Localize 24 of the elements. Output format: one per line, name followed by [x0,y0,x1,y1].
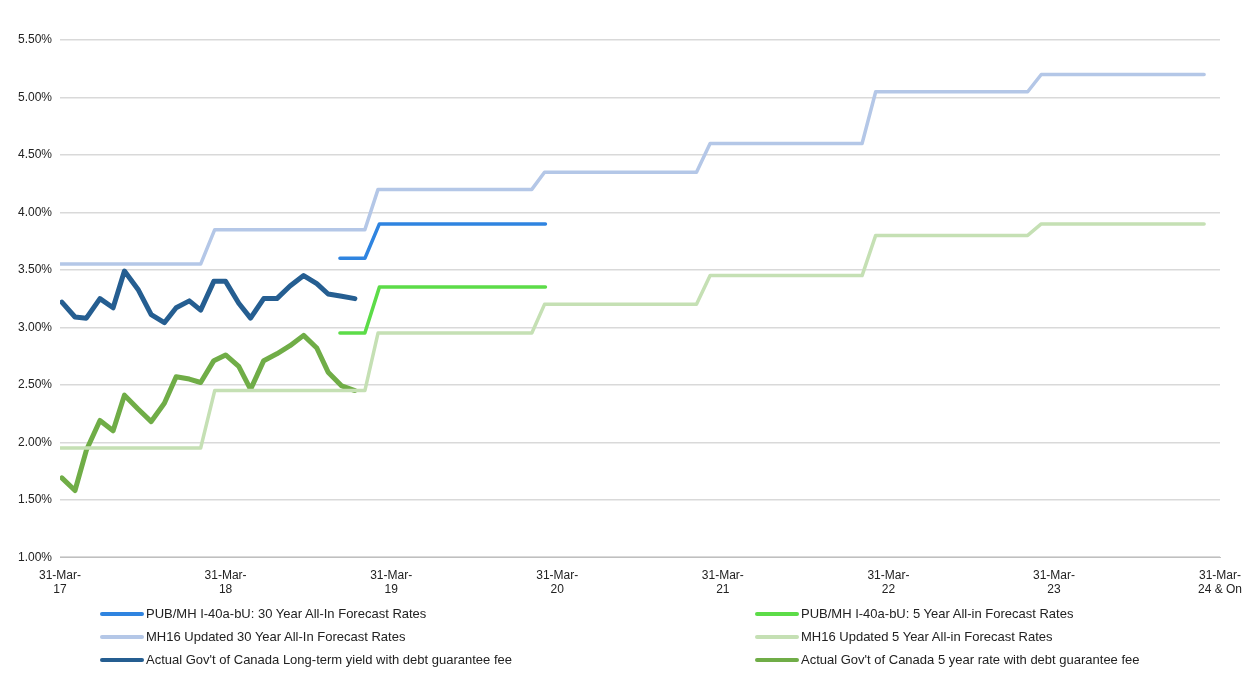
y-tick-label: 5.50% [17,32,53,47]
y-tick-label: 3.50% [17,262,53,277]
x-tick-label: 31-Mar-24 & On [1197,567,1243,597]
y-tick-label: 4.50% [17,147,53,162]
x-tick-label: 31-Mar-18 [204,567,247,597]
x-tick-label: 31-Mar-19 [370,567,413,597]
y-tick-label: 1.00% [17,549,53,564]
legend-label: MH16 Updated 30 Year All-In Forecast Rates [146,629,406,644]
y-tick-label: 5.00% [17,89,53,104]
y-tick-label: 2.50% [17,377,53,392]
x-tick-label: 31-Mar-23 [1032,567,1075,597]
legend-label: MH16 Updated 5 Year All-in Forecast Rates [801,629,1053,644]
legend-label: PUB/MH I-40a-bU: 30 Year All-In Forecast Rates [146,606,427,621]
y-tick-label: 3.00% [17,319,53,334]
legend-label: Actual Gov't of Canada 5 year rate with debt guarantee fee [801,652,1140,667]
x-tick-label: 31-Mar-17 [39,567,82,597]
x-tick-label: 31-Mar-21 [701,567,744,597]
x-tick-label: 31-Mar-20 [536,567,579,597]
legend-label: PUB/MH I-40a-bU: 5 Year All-in Forecast Rates [801,606,1074,621]
y-tick-label: 4.00% [17,204,53,219]
x-tick-label: 31-Mar-22 [867,567,910,597]
y-tick-label: 2.00% [17,434,53,449]
y-tick-label: 1.50% [17,492,53,507]
legend-label: Actual Gov't of Canada Long-term yield with debt guarantee fee [146,652,512,667]
